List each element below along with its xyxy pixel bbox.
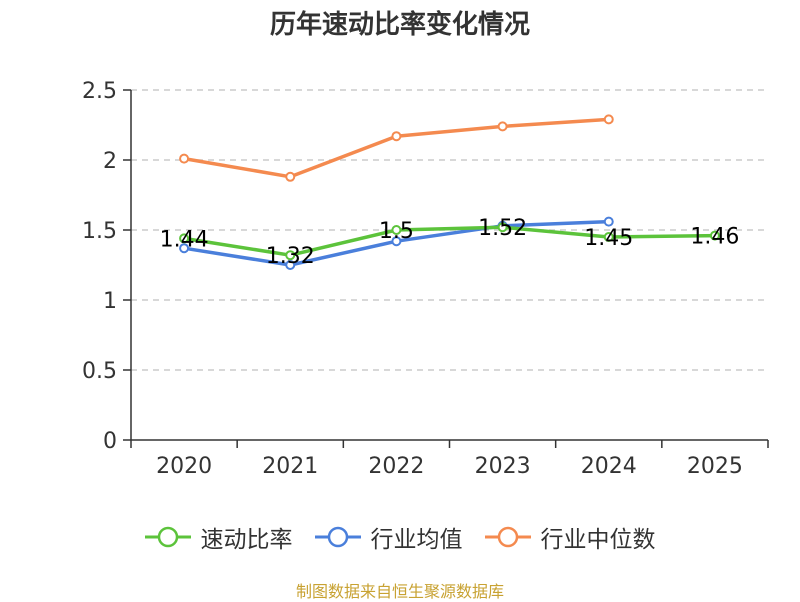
legend: 速动比率 行业均值 行业中位数 [0,520,800,554]
data-label: 1.46 [690,225,739,250]
data-point [179,243,190,254]
data-point [179,233,190,244]
data-label: 1.44 [160,227,209,252]
y-tick-label: 2 [103,149,117,174]
legend-item-quick-ratio[interactable]: 速动比率 [144,520,293,554]
x-tick-label: 2023 [475,454,531,479]
legend-item-industry-mean[interactable]: 行业均值 [314,520,463,554]
y-tick-label: 1 [103,289,117,314]
data-point [497,121,508,132]
y-tick-label: 0 [103,429,117,454]
series-line-0 [183,225,715,257]
data-point [179,153,190,164]
data-point [709,230,720,241]
legend-marker-icon [314,526,361,548]
x-tick-label: 2021 [262,454,318,479]
data-point [391,236,402,247]
data-point [603,216,614,227]
chart-title: 历年速动比率变化情况 [269,10,530,40]
x-tick-label: 2020 [156,454,212,479]
data-point [391,131,402,142]
data-point [285,171,296,182]
data-label: 1.5 [379,219,414,244]
legend-label: 速动比率 [200,527,293,553]
series-line-2 [183,117,609,179]
legend-marker-icon [144,526,191,548]
y-tick-label: 2.5 [82,79,117,104]
legend-label: 行业中位数 [540,527,656,553]
y-tick-label: 1.5 [82,219,117,244]
data-point [285,260,296,270]
data-point [285,250,296,261]
data-label: 1.52 [478,216,527,241]
legend-label: 行业均值 [370,527,463,553]
y-tick-label: 0.5 [82,359,117,384]
source-note: 制图数据来自恒生聚源数据库 [295,582,504,601]
x-tick-label: 2022 [368,454,424,479]
data-label: 1.32 [266,244,315,269]
series-layer [179,114,720,270]
data-point [603,232,614,242]
grid-layer [131,89,768,371]
data-point [497,222,508,233]
data-point [391,225,402,235]
x-tick-label: 2024 [581,454,637,479]
legend-marker-icon [484,526,531,548]
legend-item-industry-median[interactable]: 行业中位数 [484,520,656,554]
data-label: 1.45 [584,226,633,251]
label-layer: 1.44 1.32 1.5 1.52 1.45 1.46 [160,216,740,269]
x-tick-label: 2025 [687,454,743,479]
data-point [603,114,614,125]
